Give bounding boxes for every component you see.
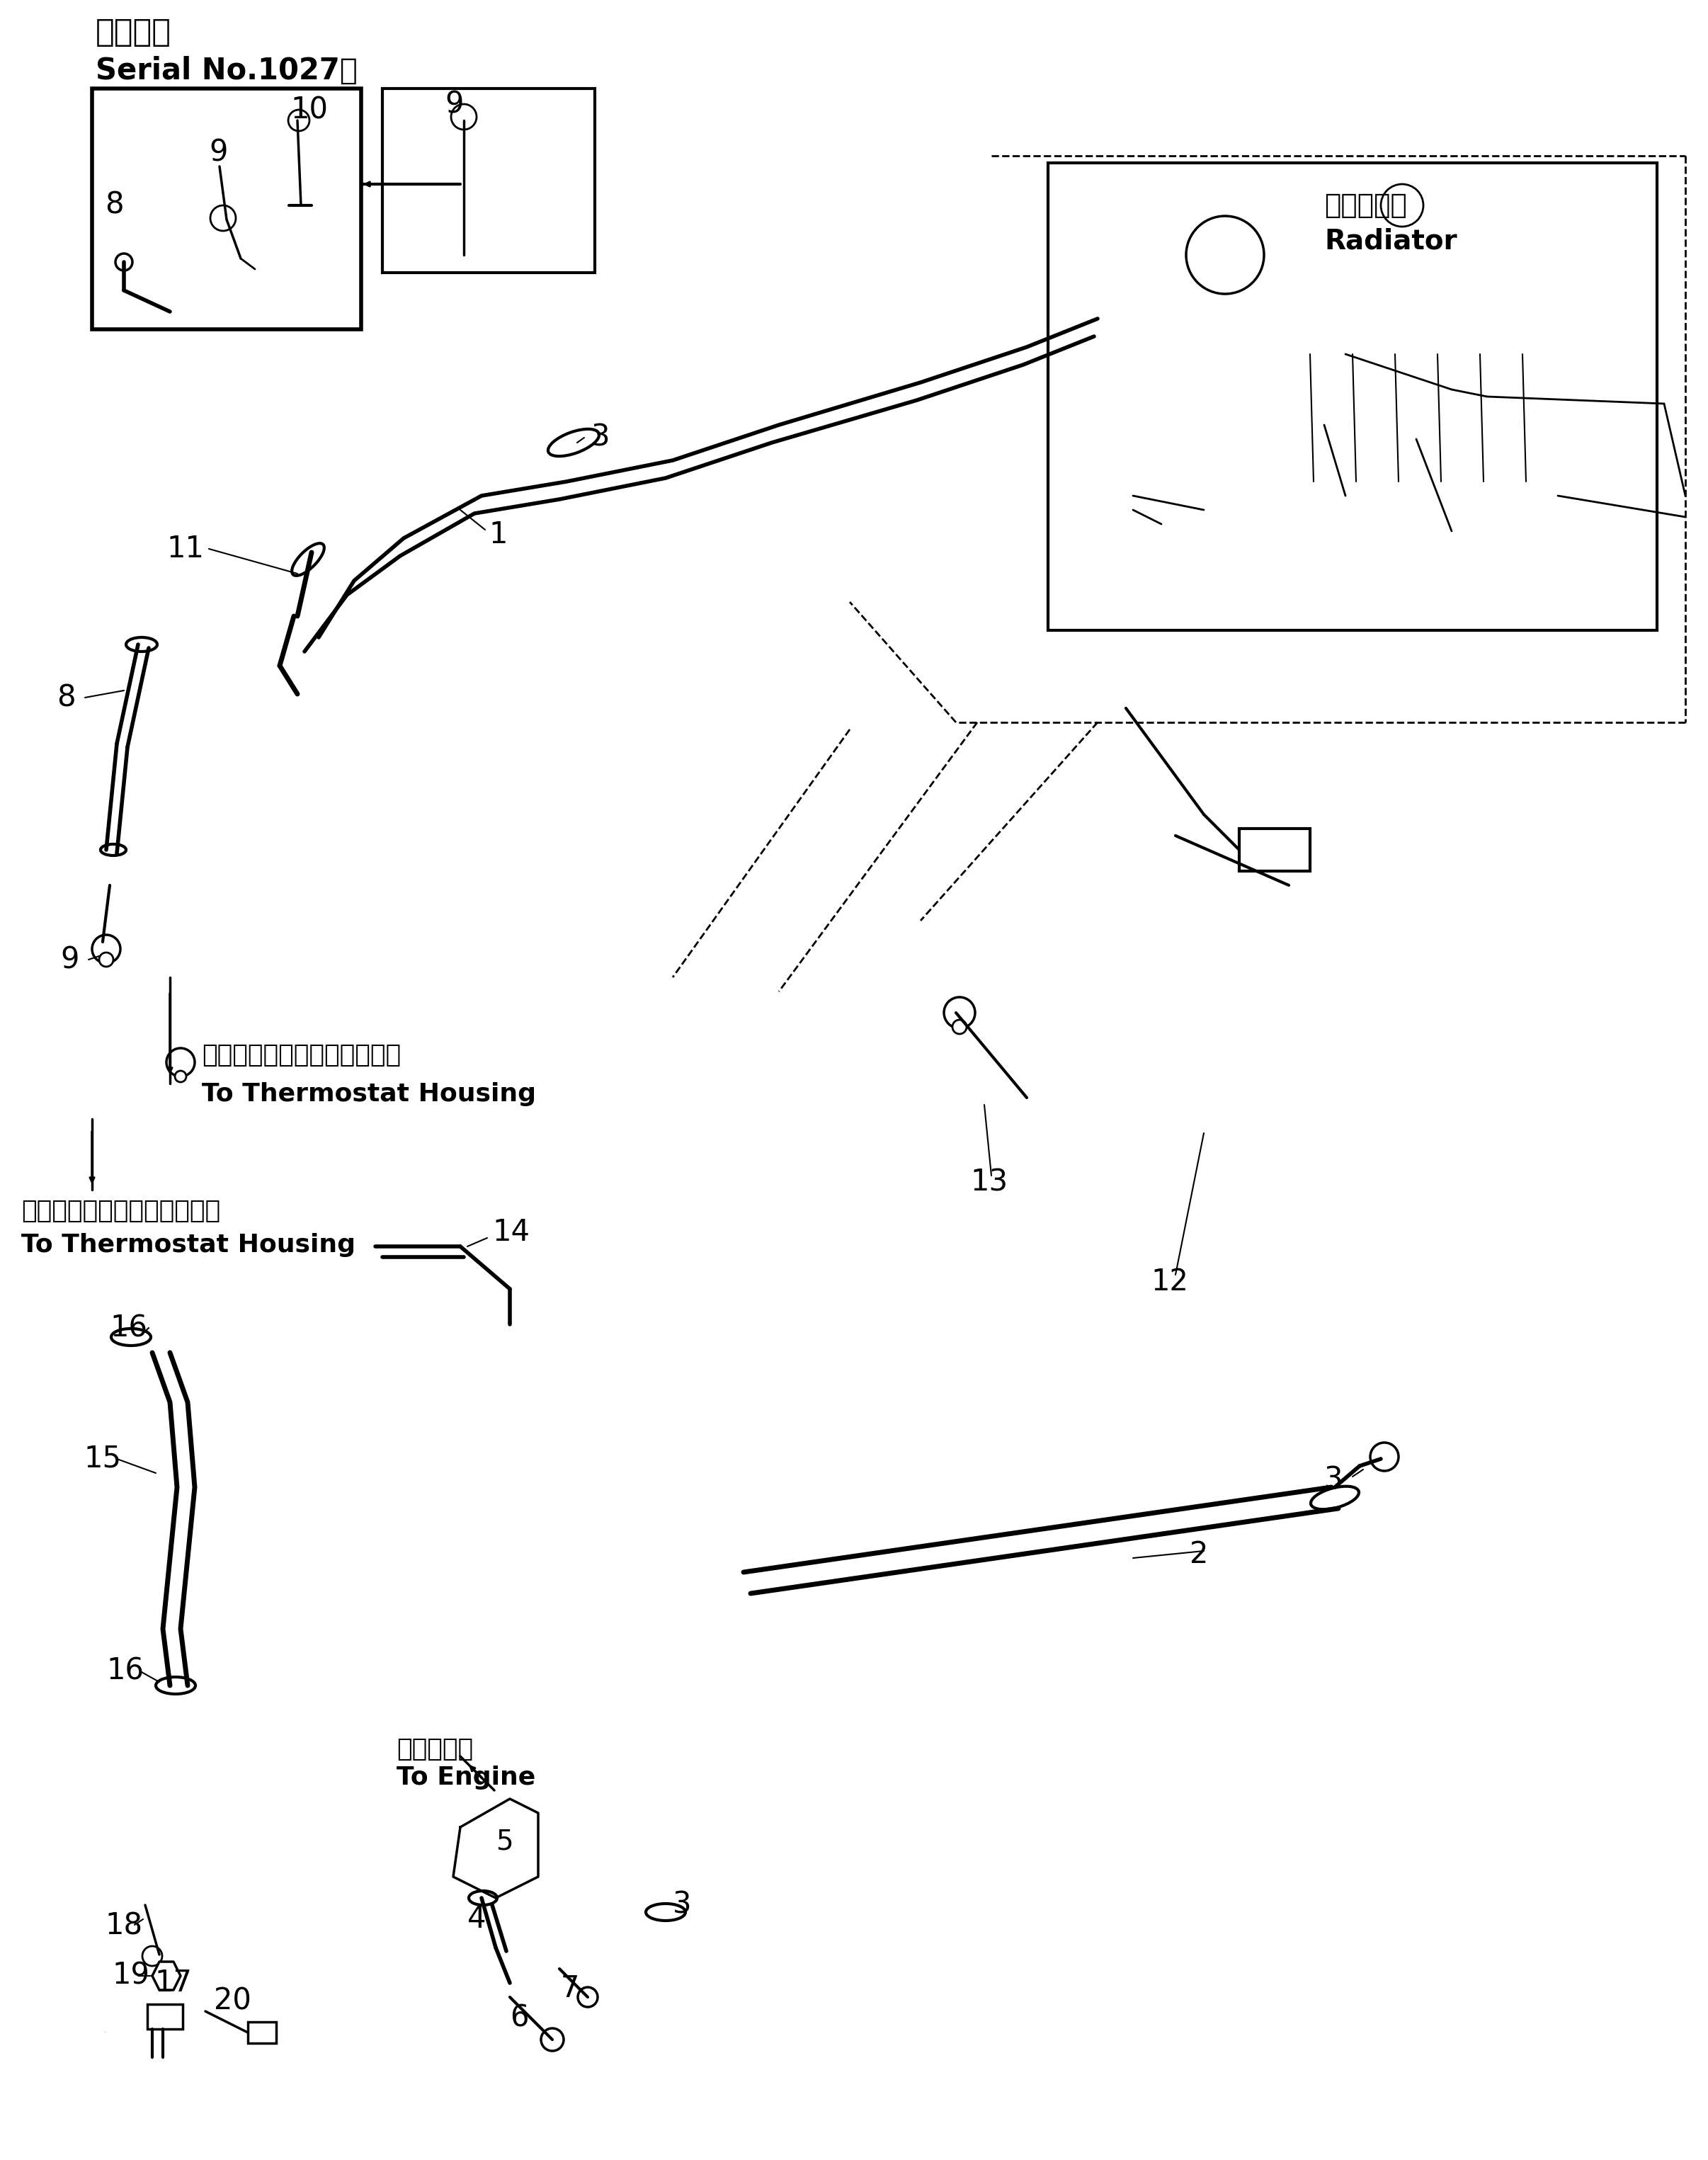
Ellipse shape [646,1903,685,1920]
Text: To Thermostat Housing: To Thermostat Housing [202,1082,536,1106]
Text: 7: 7 [560,1974,579,2004]
Ellipse shape [1310,1486,1360,1510]
Text: サーモスタットハウジングへ: サーモスタットハウジングへ [20,1199,220,1223]
Text: 4: 4 [468,1905,487,1933]
Circle shape [99,953,113,968]
Text: 13: 13 [970,1169,1008,1197]
Text: Radiator: Radiator [1324,227,1457,255]
Circle shape [953,1020,967,1035]
Text: 20: 20 [214,1987,251,2015]
Text: 適用号機: 適用号機 [96,17,171,48]
Text: 8: 8 [104,190,123,220]
Circle shape [577,1987,598,2007]
Text: 3: 3 [591,423,610,454]
Text: 3: 3 [1324,1464,1342,1495]
Text: 16: 16 [109,1313,147,1344]
Circle shape [1380,184,1423,227]
Text: 2: 2 [1190,1540,1208,1570]
Text: 8: 8 [56,683,75,713]
Text: ラジエータ: ラジエータ [1324,192,1407,218]
Text: 3: 3 [673,1890,692,1920]
Circle shape [541,2028,564,2052]
Text: Serial No.1027～: Serial No.1027～ [96,56,357,86]
Text: 18: 18 [104,1912,142,1942]
Circle shape [142,1946,162,1966]
Circle shape [116,253,133,270]
Circle shape [210,205,236,231]
Ellipse shape [468,1890,497,1905]
Ellipse shape [101,845,126,855]
Text: 12: 12 [1151,1268,1189,1296]
Circle shape [174,1071,186,1082]
Text: 17: 17 [154,1968,191,1998]
Text: 9: 9 [208,138,227,166]
Text: 9: 9 [444,91,463,119]
Circle shape [166,1048,195,1076]
Ellipse shape [155,1676,195,1693]
Bar [248,2022,277,2043]
Ellipse shape [111,1328,150,1346]
Text: 19: 19 [113,1961,149,1992]
Ellipse shape [548,430,600,456]
Text: エンジンへ: エンジンへ [396,1737,473,1760]
Text: 5: 5 [495,1827,512,1855]
Polygon shape [453,1799,538,1899]
Text: 6: 6 [511,2004,528,2033]
Text: 15: 15 [84,1445,121,1473]
Text: To Engine: To Engine [396,1765,536,1791]
Circle shape [451,104,477,130]
Ellipse shape [126,637,157,652]
Text: 14: 14 [492,1218,529,1246]
Circle shape [945,998,975,1028]
Text: 10: 10 [290,95,328,125]
Ellipse shape [292,544,325,577]
Text: 11: 11 [166,534,203,564]
Text: サーモスタットハウジングへ: サーモスタットハウジングへ [202,1043,401,1067]
Circle shape [92,935,120,963]
Bar [92,89,360,328]
Polygon shape [152,1961,181,1989]
Bar [1240,829,1310,870]
Bar [383,89,594,272]
Bar [147,2004,183,2028]
Text: 16: 16 [106,1657,143,1687]
Text: To Thermostat Housing: To Thermostat Housing [20,1233,355,1257]
Bar [1049,162,1657,631]
Circle shape [1185,216,1264,294]
Text: 1: 1 [488,521,507,549]
Circle shape [289,110,309,132]
Text: 9: 9 [60,944,79,974]
Circle shape [1370,1443,1399,1471]
